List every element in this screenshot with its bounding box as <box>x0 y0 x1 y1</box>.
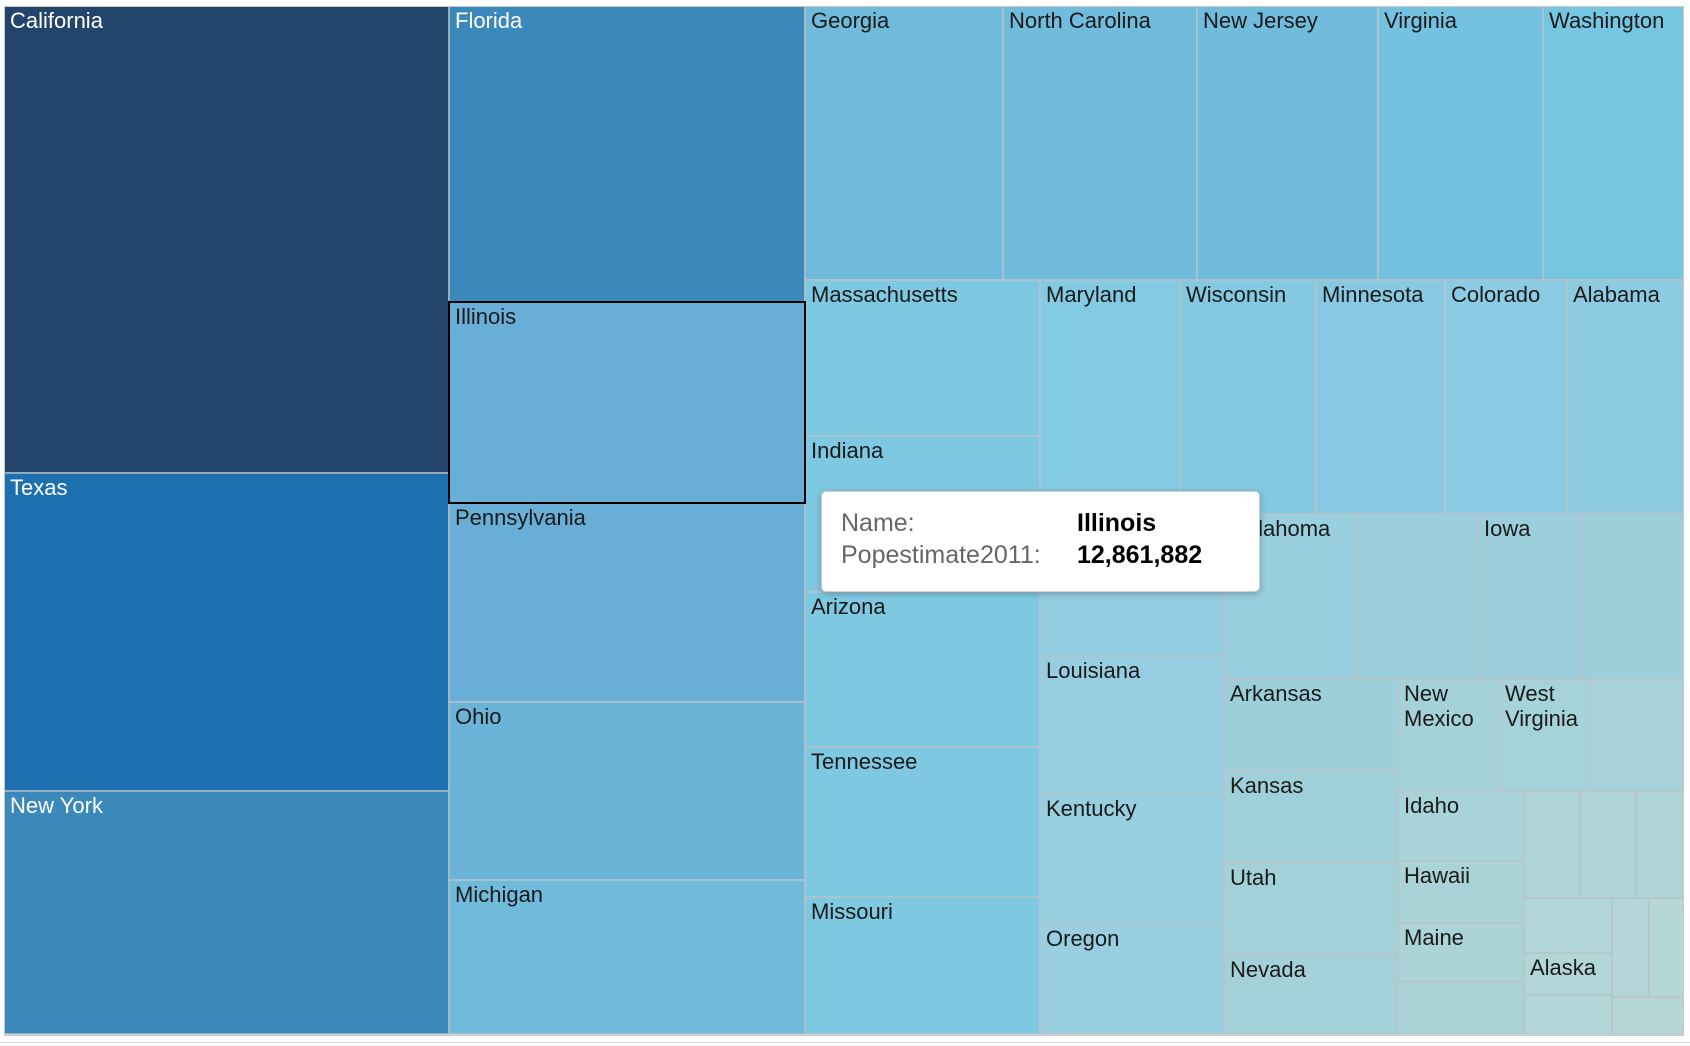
treemap-label-michigan: Michigan <box>455 882 543 907</box>
treemap-label-alaska: Alaska <box>1530 955 1597 980</box>
treemap-label-washington: Washington <box>1549 8 1664 33</box>
treemap-cell-ohio[interactable] <box>448 701 806 881</box>
treemap-cell-oregon[interactable] <box>1039 923 1225 1035</box>
treemap-cell-illinois[interactable] <box>448 301 806 504</box>
treemap-cell-nevada[interactable] <box>1223 954 1399 1035</box>
treemap-label-pennsylvania: Pennsylvania <box>455 505 587 530</box>
treemap-cell-washington[interactable] <box>1542 6 1684 281</box>
treemap-label-missouri: Missouri <box>811 899 893 924</box>
treemap-cell-minnesota[interactable] <box>1315 279 1446 515</box>
tooltip-name-label: Name: <box>841 509 915 537</box>
treemap-cell-new-jersey[interactable] <box>1196 6 1379 281</box>
treemap-label-maine: Maine <box>1404 925 1464 950</box>
treemap-cell-idaho[interactable] <box>1397 790 1525 862</box>
treemap-label-kansas: Kansas <box>1230 773 1303 798</box>
treemap-cell-district-of-columbia[interactable] <box>1648 897 1684 998</box>
treemap-label-indiana: Indiana <box>811 438 884 463</box>
treemap-cell-mississippi[interactable] <box>1581 513 1684 680</box>
treemap-label-wisconsin: Wisconsin <box>1186 282 1286 307</box>
tooltip-value-value: 12,861,882 <box>1077 541 1203 569</box>
treemap-cell-arizona[interactable] <box>804 591 1041 748</box>
treemap-cell-west-virginia[interactable] <box>1498 678 1591 792</box>
treemap-cell-texas[interactable] <box>4 472 450 792</box>
treemap-cell-california[interactable] <box>4 6 450 474</box>
chart-bottom-border <box>0 1042 1690 1043</box>
treemap-label-kentucky: Kentucky <box>1046 796 1137 821</box>
treemap-cell-michigan[interactable] <box>448 879 806 1035</box>
treemap-cell-missouri[interactable] <box>804 896 1041 1035</box>
treemap-label-utah: Utah <box>1230 865 1276 890</box>
treemap-label-massachusetts: Massachusetts <box>811 282 958 307</box>
treemap-label-new-york: New York <box>10 793 104 818</box>
treemap-cell-georgia[interactable] <box>804 6 1004 281</box>
treemap-label-minnesota: Minnesota <box>1322 282 1424 307</box>
treemap-cell-maine[interactable] <box>1397 922 1525 983</box>
tooltip: Name: Illinois Popestimate2011: 12,861,8… <box>821 491 1260 592</box>
treemap-label-virginia: Virginia <box>1384 8 1458 33</box>
treemap-cell-maryland[interactable] <box>1039 279 1181 515</box>
treemap-cell-virginia[interactable] <box>1377 6 1544 281</box>
treemap-cell-vermont[interactable] <box>1611 897 1650 998</box>
treemap-label-north-carolina: North Carolina <box>1009 8 1152 33</box>
treemap-cell-new-york[interactable] <box>4 790 450 1035</box>
treemap-label-california: California <box>10 8 104 33</box>
treemap-cell-colorado[interactable] <box>1444 279 1568 515</box>
treemap-cell-rhode-island[interactable] <box>1523 790 1581 899</box>
tooltip-name-value: Illinois <box>1077 509 1157 537</box>
treemap-cell-florida[interactable] <box>448 6 806 303</box>
treemap-label-texas: Texas <box>10 475 67 500</box>
treemap-cell-arkansas[interactable] <box>1223 678 1399 772</box>
treemap-label-louisiana: Louisiana <box>1046 658 1141 683</box>
treemap-label-new-jersey: New Jersey <box>1203 8 1318 33</box>
treemap-cell-montana[interactable] <box>1579 790 1637 899</box>
treemap-label-florida: Florida <box>455 8 523 33</box>
treemap-label-west-virginia: West Virginia <box>1505 681 1579 731</box>
treemap-chart: California Texas New York Florida Illinois Pe… <box>4 6 1684 1036</box>
treemap-label-maryland: Maryland <box>1046 282 1136 307</box>
treemap-cell-tennessee[interactable] <box>804 746 1041 898</box>
treemap-cell-kentucky[interactable] <box>1039 793 1225 925</box>
treemap-cell-connecticut[interactable] <box>1355 513 1479 680</box>
treemap-cell-delaware[interactable] <box>1635 790 1684 899</box>
treemap-cell-north-dakota[interactable] <box>1523 994 1613 1035</box>
treemap-cell-wyoming[interactable] <box>1611 996 1684 1035</box>
treemap-label-idaho: Idaho <box>1404 793 1459 818</box>
treemap-label-illinois: Illinois <box>455 304 516 329</box>
treemap-cell-pennsylvania[interactable] <box>448 502 806 703</box>
treemap-cell-nebraska[interactable] <box>1589 678 1684 792</box>
treemap-label-new-mexico: New Mexico <box>1404 681 1474 731</box>
treemap-label-nevada: Nevada <box>1230 957 1307 982</box>
treemap-label-oregon: Oregon <box>1046 926 1119 951</box>
treemap-cell-iowa[interactable] <box>1477 513 1583 680</box>
treemap-cell-new-hampshire[interactable] <box>1397 981 1525 1035</box>
treemap-cell-wisconsin[interactable] <box>1179 279 1317 515</box>
treemap-label-iowa: Iowa <box>1484 516 1531 541</box>
treemap-highlight-illinois <box>448 301 806 504</box>
treemap-cell-alabama[interactable] <box>1566 279 1684 515</box>
treemap-label-hawaii: Hawaii <box>1404 863 1470 888</box>
treemap-cell-south-dakota[interactable] <box>1523 897 1613 954</box>
treemap-label-ohio: Ohio <box>455 704 501 729</box>
treemap-cell-louisiana[interactable] <box>1039 655 1225 795</box>
treemap-label-georgia: Georgia <box>811 8 890 33</box>
treemap-label-colorado: Colorado <box>1451 282 1540 307</box>
treemap-cell-new-mexico[interactable] <box>1397 678 1500 792</box>
treemap-label-arkansas: Arkansas <box>1230 681 1322 706</box>
treemap-cell-alaska[interactable] <box>1523 952 1613 996</box>
treemap-label-arizona: Arizona <box>811 594 886 619</box>
chart-frame <box>4 6 1684 1036</box>
treemap-label-alabama: Alabama <box>1573 282 1661 307</box>
treemap-cell-north-carolina[interactable] <box>1002 6 1198 281</box>
treemap-label-tennessee: Tennessee <box>811 749 917 774</box>
tooltip-value-label: Popestimate2011: <box>841 541 1041 569</box>
